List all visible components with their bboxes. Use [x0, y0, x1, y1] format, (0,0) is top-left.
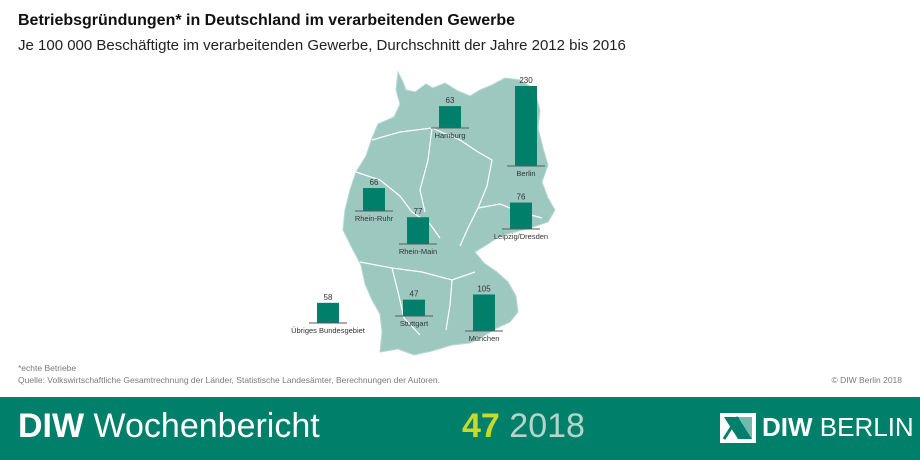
logo-text-bold: DIW: [762, 412, 813, 442]
bar-m-nchen: [473, 294, 495, 331]
publication-name: Wochenbericht: [93, 407, 320, 445]
issue-number: 47: [462, 407, 500, 445]
state-border-west: [355, 171, 441, 239]
bar--briges-bundesgebiet-category-label: Übriges Bundesgebiet: [291, 326, 366, 335]
state-border-central: [419, 127, 433, 213]
bar--briges-bundesgebiet: [317, 302, 339, 323]
bar-berlin-category-label: Berlin: [516, 169, 535, 178]
bar-rhein-ruhr: [363, 188, 385, 211]
bar-hamburg-value-label: 63: [446, 96, 455, 105]
state-border-southwest: [391, 267, 421, 336]
bar-leipzig-dresden-category-label: Leipzig/Dresden: [494, 232, 548, 241]
germany-map-chart: 63 Hamburg 230 Berlin 66 Rhein-Ruhr 77 Rhein-Ma…: [291, 70, 556, 356]
state-border-south: [359, 261, 476, 281]
bar-leipzig-dresden-value-label: 76: [517, 193, 526, 202]
bar-m-nchen-category-label: München: [469, 334, 500, 343]
chart-subtitle: Je 100 000 Beschäftigte im verarbeitende…: [18, 37, 626, 54]
bar-stuttgart: [403, 299, 425, 316]
bar-hamburg-category-label: Hamburg: [435, 131, 466, 140]
bar-rhein-main: [407, 217, 429, 244]
bar-stuttgart-category-label: Stuttgart: [400, 319, 429, 328]
publication-title: DIW Wochenbericht: [18, 407, 320, 446]
bar-rhein-ruhr-value-label: 66: [370, 178, 379, 187]
footnote: *echte Betriebe: [18, 363, 77, 373]
footer-bar: DIW Wochenbericht 47 2018 DIW BERLIN: [0, 397, 920, 460]
diw-logo-icon: [720, 413, 756, 443]
bar-leipzig-dresden: [510, 202, 532, 229]
city-bars: 63 Hamburg 230 Berlin 66 Rhein-Ruhr 77 Rhein-Ma…: [291, 76, 548, 343]
chart-title: Betriebsgründungen* in Deutschland im ve…: [18, 12, 515, 29]
bar-m-nchen-value-label: 105: [477, 284, 491, 293]
copyright: © DIW Berlin 2018: [831, 375, 902, 385]
bar-hamburg: [439, 106, 461, 128]
state-border-north: [371, 127, 493, 161]
issue-year-text: 2018: [509, 407, 585, 445]
bar-stuttgart-value-label: 47: [410, 290, 419, 299]
logo-text: DIW BERLIN: [762, 412, 914, 443]
source-note: Quelle: Volkswirtschaftliche Gesamtrechn…: [18, 375, 440, 385]
diw-berlin-logo: DIW BERLIN: [718, 411, 914, 445]
bar-rhein-main-category-label: Rhein-Main: [399, 247, 437, 256]
state-border-southeast: [445, 279, 453, 331]
bar-berlin-value-label: 230: [519, 76, 533, 85]
bar-rhein-ruhr-category-label: Rhein-Ruhr: [355, 214, 394, 223]
bar-berlin: [515, 86, 537, 166]
brand-name: DIW: [18, 407, 85, 445]
bar-rhein-main-value-label: 77: [414, 207, 423, 216]
bar--briges-bundesgebiet-value-label: 58: [324, 293, 333, 302]
logo-text-light: BERLIN: [819, 412, 914, 442]
issue-year: 47 2018: [462, 407, 585, 446]
